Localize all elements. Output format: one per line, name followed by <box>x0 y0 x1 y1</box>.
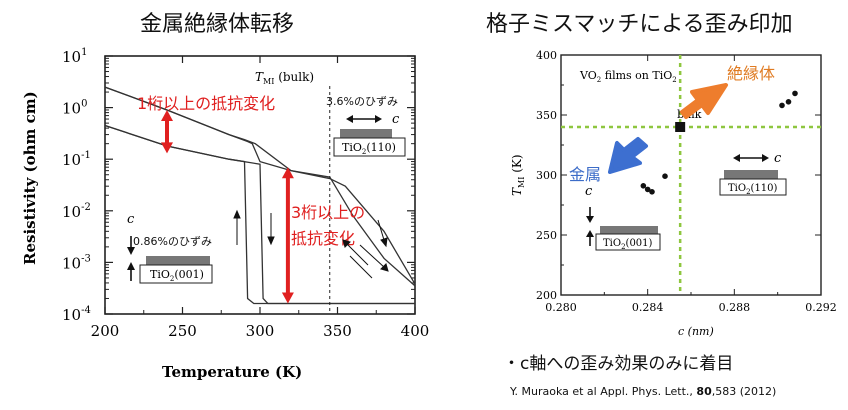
substrate-001-box <box>139 264 213 284</box>
right-substrate-001-box <box>595 233 661 251</box>
resistivity-y-tick-label: 10-2 <box>62 202 91 221</box>
change-3-arrow-head-top <box>281 167 294 179</box>
tmi-y-tick-label: 250 <box>536 229 557 242</box>
c-axis-horizontal-arrow <box>346 115 382 123</box>
resistance-change-3-label-line2: 抵抗変化 <box>291 229 355 248</box>
film-point-marker <box>662 173 668 179</box>
resistivity-x-tick-label: 250 <box>168 322 197 340</box>
tmi-y-tick-label: 200 <box>536 289 557 302</box>
resistance-change-1-label: 1桁以上の抵抗変化 <box>137 94 275 113</box>
tmi-y-axis-label: TMI (K) <box>510 154 526 196</box>
strain-001-label: 0.86%のひずみ <box>133 235 212 248</box>
resistance-change-3-arrow <box>281 167 294 304</box>
change-3-arrow-head-bottom <box>281 292 294 304</box>
films-legend-label: VO2 films on TiO2 <box>579 69 677 84</box>
c-axis-vertical-arrows-left <box>127 236 135 281</box>
hysteresis-direction-arrows <box>233 209 389 279</box>
c-axis-label-right-001: c <box>585 184 593 199</box>
substrate-110-label: TiO2(110) <box>342 141 396 156</box>
right-substrate-110-film <box>724 170 778 179</box>
tmi-y-tick-label: 400 <box>536 49 557 62</box>
tmi-y-tick-label: 350 <box>536 109 557 122</box>
tmi-x-tick-label: 0.292 <box>805 301 837 314</box>
resistivity-y-tick-label: 10-1 <box>62 150 91 169</box>
resistivity-y-tick-label: 10-4 <box>62 305 91 324</box>
tmi-x-tick-label: 0.284 <box>632 301 664 314</box>
resistivity-chart: 200 250 300 350 400 101 100 10-1 10-2 10-3 10-4 TM… <box>21 47 429 381</box>
right-substrate-001-film <box>600 226 658 234</box>
insulator-label: 絶縁体 <box>727 64 775 83</box>
film-point-marker <box>640 183 647 189</box>
film-point-marker <box>649 189 655 195</box>
c-axis-x-label: c (nm) <box>678 325 714 338</box>
film-point-marker <box>779 102 785 109</box>
bulk-point-marker <box>675 122 686 132</box>
resistivity-tick-layer: 200 250 300 350 400 101 100 10-1 10-2 10-3 10-4 <box>62 47 429 340</box>
resistivity-x-axis-label: Temperature (K) <box>162 363 302 381</box>
metal-direction-arrow <box>608 137 648 174</box>
right-substrate-110-label: TiO2(110) <box>728 183 778 196</box>
resistivity-y-tick-label: 10-3 <box>62 253 91 272</box>
metal-label: 金属 <box>569 165 601 184</box>
tmi-x-tick-label: 0.280 <box>545 301 577 314</box>
resistance-change-3-label-line1: 3桁以上の <box>291 203 365 222</box>
substrate-001-film <box>146 256 210 265</box>
c-axis-focus-note: ・c軸への歪み効果のみに着目 <box>503 354 734 374</box>
film-point-marker <box>644 186 651 193</box>
tmi-tick-layer: 0.280 0.284 0.288 0.292 200 250 300 350 400 <box>536 49 837 314</box>
strain-110-label: 3.6%のひずみ <box>326 95 398 108</box>
resistivity-y-tick-label: 101 <box>62 47 87 66</box>
tmi-y-tick-label: 300 <box>536 169 557 182</box>
c-axis-vertical-arrows-right <box>586 207 594 246</box>
right-substrate-110-box <box>719 178 787 196</box>
resistivity-x-tick-label: 200 <box>91 322 120 340</box>
c-axis-label-right-110: c <box>774 151 782 166</box>
film-point-marker <box>785 99 792 105</box>
tmi-x-tick-label: 0.288 <box>719 301 751 314</box>
resistivity-x-tick-label: 350 <box>323 322 352 340</box>
insulator-direction-arrow <box>680 83 728 119</box>
left-panel-title: 金属絶縁体転移 <box>140 12 295 37</box>
substrate-001-label: TiO2(001) <box>150 268 204 283</box>
film-point-marker <box>792 90 798 97</box>
change-1-arrow-head-bottom <box>161 142 173 154</box>
citation: Y. Muraoka et al Appl. Phys. Lett., 80,5… <box>510 385 777 398</box>
resistivity-x-tick-label: 400 <box>401 322 430 340</box>
c-axis-label-001: c <box>127 212 135 227</box>
resistivity-series-line <box>104 124 415 305</box>
right-substrate-001-label: TiO2(001) <box>603 238 653 251</box>
tmi-bulk-label: TMI (bulk) <box>255 70 314 86</box>
resistivity-y-tick-label: 100 <box>62 99 87 118</box>
resistivity-y-axis-label: Resistivity (ohm cm) <box>21 91 39 265</box>
resistivity-x-tick-label: 300 <box>246 322 275 340</box>
resistivity-series-line <box>104 86 416 285</box>
resistance-change-1-arrow <box>161 109 173 154</box>
c-axis-label-110: c <box>392 112 400 127</box>
change-1-arrow-head-top <box>161 109 173 121</box>
resistivity-curves-layer <box>104 86 416 305</box>
right-panel-title: 格子ミスマッチによる歪み印加 <box>486 12 793 37</box>
substrate-110-box <box>333 137 406 157</box>
substrate-110-film <box>340 129 392 138</box>
c-axis-horizontal-arrow-right <box>733 154 769 162</box>
